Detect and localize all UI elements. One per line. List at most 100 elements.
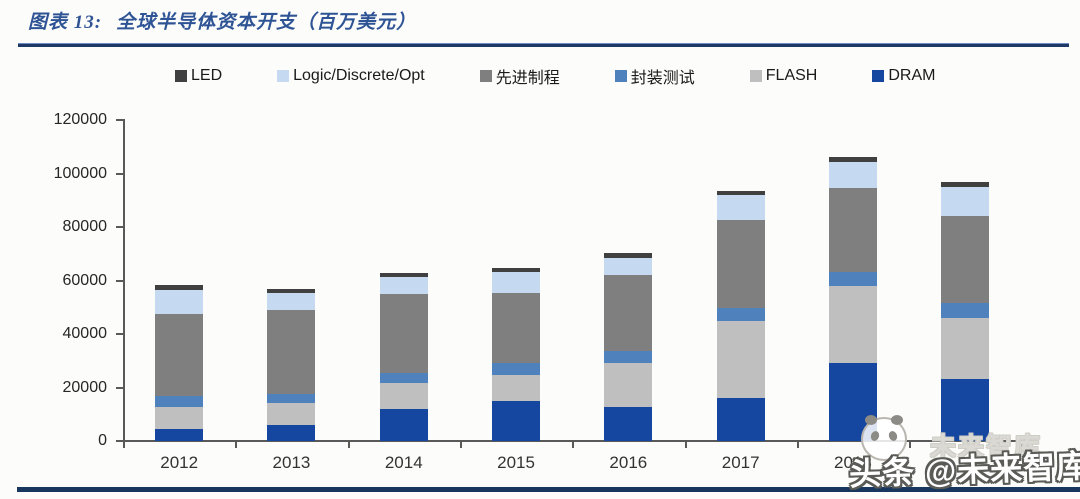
stacked-bar-2015 xyxy=(492,268,541,441)
stacked-bar-2013 xyxy=(267,289,316,441)
bar-segment-FLASH xyxy=(941,317,990,379)
x-axis-tick xyxy=(572,442,575,448)
y-axis-label: 60000 xyxy=(62,271,108,289)
x-axis-label: 2017 xyxy=(721,453,760,472)
legend-item-FLASH: FLASH xyxy=(749,67,818,85)
bar-segment-先进制程 xyxy=(604,275,653,351)
legend-swatch-icon xyxy=(872,70,885,82)
legend-item-DRAM: DRAM xyxy=(872,67,935,85)
bar-segment-封装测试 xyxy=(604,350,653,363)
bar-segment-DRAM xyxy=(267,424,316,441)
bar-segment-DRAM xyxy=(604,406,653,441)
page-bottom-rule xyxy=(17,487,1080,492)
legend-label: 先进制程 xyxy=(495,70,560,87)
bar-segment-LED xyxy=(379,273,428,278)
bar-segment-DRAM xyxy=(828,363,877,441)
legend-label: DRAM xyxy=(888,67,936,84)
bar-segment-LED xyxy=(155,285,204,290)
y-axis-label: 0 xyxy=(98,432,107,449)
bar-segment-Logic/Discrete/Opt xyxy=(828,161,877,188)
x-axis-label: 2015 xyxy=(497,453,535,472)
legend-swatch-icon xyxy=(749,70,762,82)
bar-segment-FLASH xyxy=(716,320,765,398)
y-axis-tick xyxy=(116,279,123,282)
x-axis-tick xyxy=(1021,442,1024,448)
x-axis-tick xyxy=(235,442,238,448)
bar-segment-Logic/Discrete/Opt xyxy=(941,186,990,217)
bar-segment-FLASH xyxy=(267,403,316,425)
y-axis-label: 80000 xyxy=(62,218,108,235)
bar-segment-先进制程 xyxy=(155,314,204,396)
bar-segment-DRAM xyxy=(379,408,428,441)
legend-item-LED: LED xyxy=(175,67,222,85)
stacked-bar-last xyxy=(941,181,990,441)
legend-label: FLASH xyxy=(765,67,818,84)
x-axis-tick xyxy=(123,442,125,448)
legend-label: LED xyxy=(191,67,223,84)
bar-segment-封装测试 xyxy=(941,303,990,318)
x-axis-tick xyxy=(684,442,687,448)
y-axis-line xyxy=(123,119,125,442)
bar-segment-先进制程 xyxy=(492,292,541,363)
bar-segment-DRAM xyxy=(941,378,990,441)
x-axis-tick xyxy=(909,442,912,448)
chart-title-text: 全球半导体资本开支（百万美元） xyxy=(116,12,417,33)
legend-label: Logic/Discrete/Opt xyxy=(293,67,425,84)
bar-segment-FLASH xyxy=(828,285,877,364)
bar-segment-Logic/Discrete/Opt xyxy=(492,272,541,293)
y-axis-label: 20000 xyxy=(62,378,108,396)
stacked-bar-2016 xyxy=(604,252,653,441)
bar-segment-封装测试 xyxy=(155,395,204,407)
bar-segment-封装测试 xyxy=(379,373,428,383)
y-axis-label: 100000 xyxy=(53,164,107,182)
bar-segment-先进制程 xyxy=(716,220,765,308)
stacked-bar-2012 xyxy=(155,285,204,441)
legend-swatch-icon xyxy=(614,70,627,82)
y-axis-tick xyxy=(116,333,123,335)
bar-segment-Logic/Discrete/Opt xyxy=(716,195,765,221)
bar-segment-LED xyxy=(828,156,877,162)
bar-segment-先进制程 xyxy=(379,294,428,374)
bar-segment-先进制程 xyxy=(267,309,316,394)
bar-segment-封装测试 xyxy=(716,307,765,321)
bar-segment-LED xyxy=(716,190,765,196)
bar-segment-封装测试 xyxy=(267,393,316,404)
bar-segment-LED xyxy=(267,289,316,294)
y-axis-tick xyxy=(116,172,123,175)
x-axis-label xyxy=(909,453,1021,473)
legend-item-先进制程: 先进制程 xyxy=(479,64,560,88)
legend-item-Logic/Discrete/Opt: Logic/Discrete/Opt xyxy=(277,67,425,85)
x-axis-tick xyxy=(347,442,350,448)
y-axis-label: 120000 xyxy=(53,111,107,128)
bar-segment-FLASH xyxy=(155,406,204,429)
x-axis-tick xyxy=(459,442,462,448)
bar-segment-DRAM xyxy=(716,397,765,441)
bar-segment-FLASH xyxy=(492,374,541,402)
chart-title-number: 图表 13: xyxy=(28,12,103,33)
bar-segment-先进制程 xyxy=(941,216,990,304)
bar-segment-LED xyxy=(492,268,541,273)
bar-segment-Logic/Discrete/Opt xyxy=(379,277,428,295)
bar-segment-封装测试 xyxy=(828,271,877,286)
chart-title: 图表 13: 全球半导体资本开支（百万美元） xyxy=(28,7,416,34)
bar-segment-LED xyxy=(941,181,990,187)
x-axis-label: 2013 xyxy=(272,453,311,472)
x-axis-tick xyxy=(796,442,799,448)
bar-segment-LED xyxy=(604,252,653,259)
bar-segment-封装测试 xyxy=(492,362,541,375)
legend-swatch-icon xyxy=(277,70,290,82)
bar-segment-FLASH xyxy=(379,382,428,409)
bar-segment-FLASH xyxy=(604,362,653,407)
bar-segment-先进制程 xyxy=(828,187,877,272)
bar-segment-DRAM xyxy=(155,428,204,441)
chart-legend: LED Logic/Discrete/Opt 先进制程 封装测试 FLASH DRAM xyxy=(175,64,935,88)
bar-segment-DRAM xyxy=(492,401,541,441)
y-axis-tick xyxy=(116,226,123,228)
legend-item-封装测试: 封装测试 xyxy=(614,64,695,88)
legend-swatch-icon xyxy=(175,70,187,82)
x-axis-label: 2012 xyxy=(160,453,199,472)
x-axis-line xyxy=(123,440,1022,442)
stacked-bar-2014 xyxy=(379,273,428,441)
x-axis-label: 2016 xyxy=(609,453,648,472)
